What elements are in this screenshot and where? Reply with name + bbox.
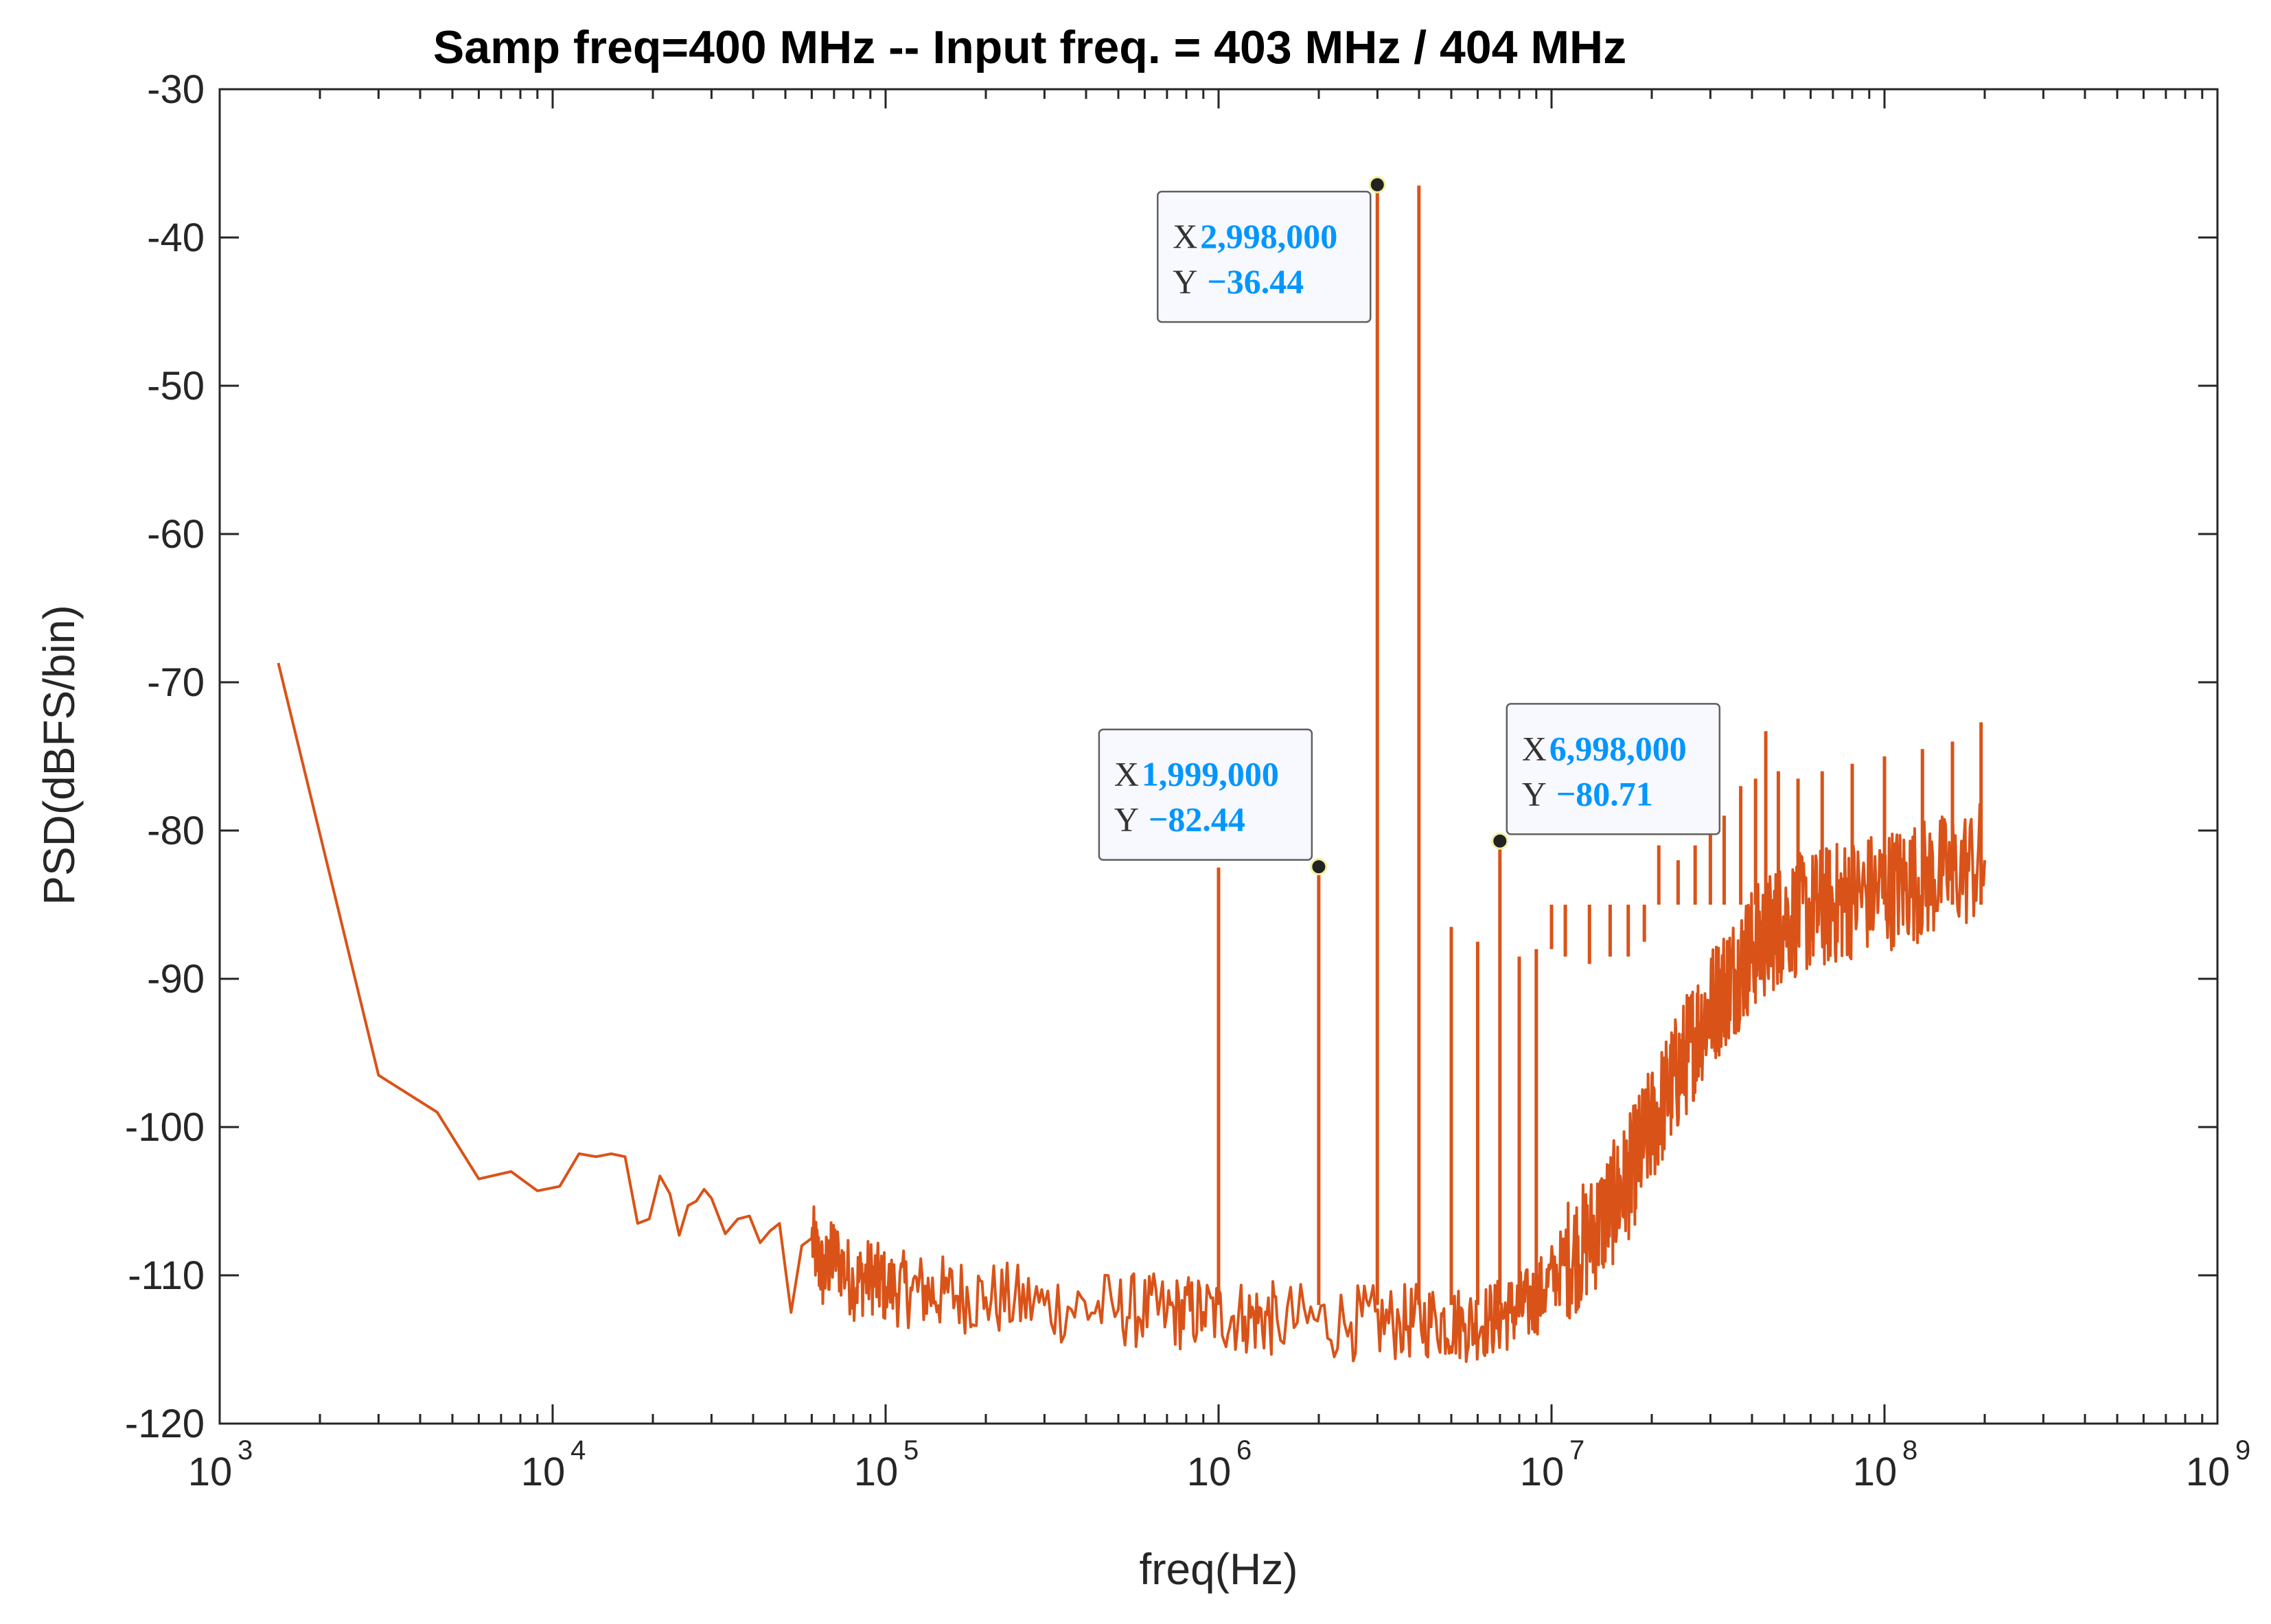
datatip-x-key: X [1114, 755, 1139, 793]
x-tick-exponent: 7 [1569, 1435, 1584, 1465]
datatip-y-value: −82.44 [1149, 800, 1245, 839]
x-tick-label: 10 [1187, 1450, 1232, 1494]
y-tick-label: -70 [147, 660, 205, 705]
y-tick-labels: -30 -40 -50 -60 -70 -80 -90 -100 -110 -120 [125, 67, 205, 1446]
datatip-marker [1368, 176, 1386, 194]
series-psd [277, 662, 1986, 1363]
x-tick-label: 10 [1520, 1450, 1565, 1494]
y-tick-label: -90 [147, 957, 205, 1001]
y-axis-label: PSD(dBFS/bin) [34, 605, 84, 905]
chart-title: Samp freq=400 MHz -- Input freq. = 403 M… [433, 21, 1626, 73]
x-tick-exponent: 4 [570, 1435, 586, 1465]
datatip-box [1098, 728, 1313, 861]
y-tick-label: -80 [147, 809, 205, 853]
x-tick-exponent: 5 [903, 1435, 919, 1465]
datatip-marker [1491, 832, 1509, 850]
datatip-x-key: X [1522, 729, 1547, 767]
datatip-y-key: Y [1522, 774, 1547, 813]
x-axis-label: freq(Hz) [1139, 1544, 1298, 1594]
y-tick-label: -120 [125, 1402, 205, 1446]
datatip-y-key: Y [1173, 262, 1197, 301]
x-tick-label: 10 [1853, 1450, 1898, 1494]
datatip-box [1506, 703, 1721, 835]
x-tick-exponent: 3 [238, 1435, 253, 1465]
series-line [277, 662, 1986, 1363]
datatip-x-value: 1,999,000 [1142, 755, 1279, 793]
x-tick-label: 10 [188, 1450, 233, 1494]
x-tick-labels: 10 3 10 4 10 5 10 6 10 7 10 8 10 9 [188, 1435, 2251, 1494]
datatip-x-value: 2,998,000 [1200, 217, 1337, 255]
datatip-y-key: Y [1114, 800, 1139, 839]
x-tick-exponent: 9 [2235, 1435, 2250, 1465]
x-tick-label: 10 [521, 1450, 566, 1494]
axis-ticks [218, 88, 2219, 1425]
y-tick-label: -60 [147, 512, 205, 557]
y-tick-label: -40 [147, 216, 205, 260]
x-tick-label: 10 [854, 1450, 899, 1494]
y-tick-label: -110 [128, 1253, 205, 1298]
x-tick-exponent: 8 [1902, 1435, 1917, 1465]
datatip-x-value: 6,998,000 [1549, 729, 1687, 767]
datatip-marker [1310, 858, 1328, 876]
y-tick-label: -100 [125, 1105, 205, 1150]
datatip-x-key: X [1173, 217, 1197, 255]
x-tick-exponent: 6 [1236, 1435, 1252, 1465]
datatip-box [1157, 190, 1372, 323]
y-tick-label: -30 [147, 67, 205, 112]
spur-lines [1217, 185, 1983, 1306]
datatip-y-value: −80.71 [1556, 774, 1653, 813]
x-tick-label: 10 [2186, 1450, 2230, 1494]
datatip-y-value: −36.44 [1207, 262, 1304, 301]
y-tick-label: -50 [147, 364, 205, 408]
